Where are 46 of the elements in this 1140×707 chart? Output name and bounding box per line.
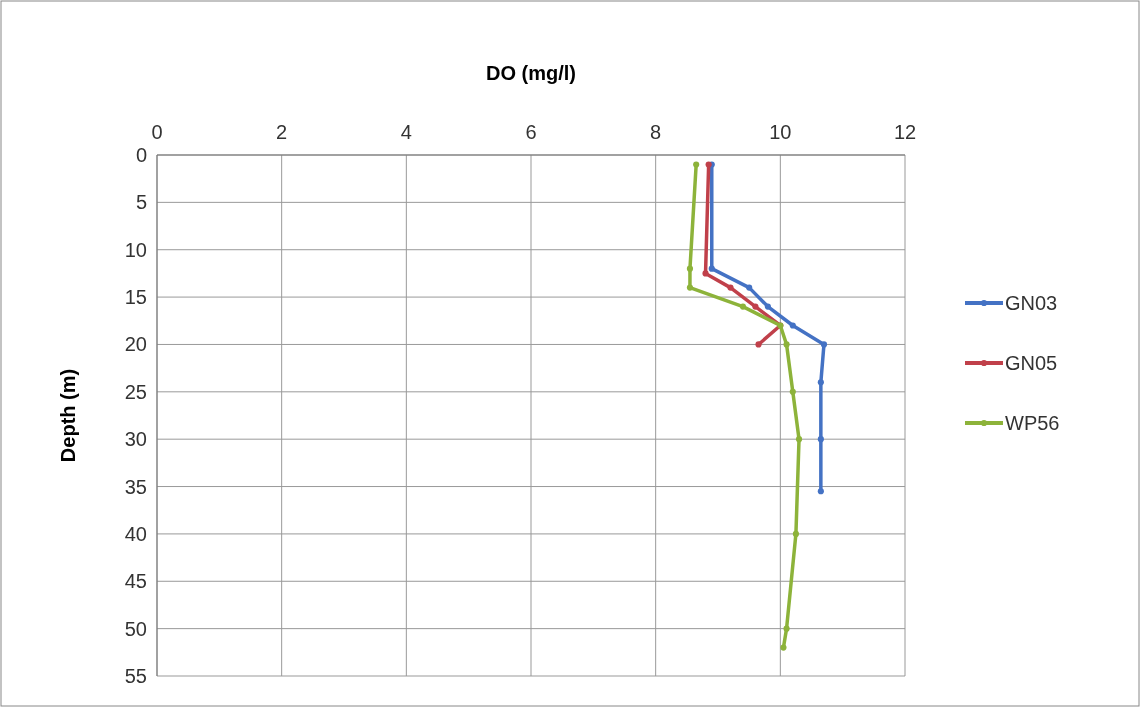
y-tick-label: 30 [124, 428, 147, 451]
point [693, 161, 700, 168]
point [783, 625, 790, 632]
point [780, 644, 787, 651]
point [755, 341, 762, 348]
point [727, 284, 734, 291]
point [702, 270, 709, 277]
y-tick-label: 20 [124, 333, 147, 356]
point [746, 284, 753, 291]
legend-label: GN05 [1005, 352, 1058, 374]
x-tick-label: 10 [769, 121, 792, 143]
y-tick-label: 0 [135, 144, 147, 166]
y-tick-label: 15 [124, 286, 147, 309]
x-tick-label: 4 [400, 121, 412, 143]
x-axis-title: DO (mg/l) [486, 62, 576, 84]
legend-label: GN03 [1005, 292, 1058, 314]
point [708, 265, 715, 272]
y-tick-label: 50 [124, 617, 147, 640]
point [789, 388, 796, 395]
y-tick-label: 25 [124, 380, 147, 403]
x-tick-label: 12 [893, 121, 917, 143]
point [686, 265, 694, 272]
point [792, 530, 800, 537]
y-tick-label: 40 [124, 522, 147, 545]
point [764, 303, 771, 310]
x-tick-label: 6 [525, 121, 537, 143]
y-tick-label: 35 [124, 475, 147, 498]
point [686, 284, 694, 291]
point [783, 341, 790, 348]
point [817, 488, 824, 495]
x-tick-label: 2 [276, 121, 288, 143]
y-tick-label: 5 [135, 191, 147, 214]
y-tick-label: 10 [124, 238, 147, 261]
legend-label: WP56 [1005, 412, 1060, 434]
point [739, 303, 747, 310]
point [817, 436, 824, 443]
x-tick-label: 0 [151, 121, 163, 143]
y-axis-title: Depth (m) [57, 368, 79, 463]
point [817, 379, 824, 386]
point [752, 303, 759, 310]
point [820, 341, 828, 348]
point [795, 436, 803, 443]
y-tick-label: 55 [124, 665, 147, 687]
point [789, 322, 796, 329]
x-tick-label: 8 [650, 121, 662, 143]
y-tick-label: 45 [124, 570, 147, 593]
